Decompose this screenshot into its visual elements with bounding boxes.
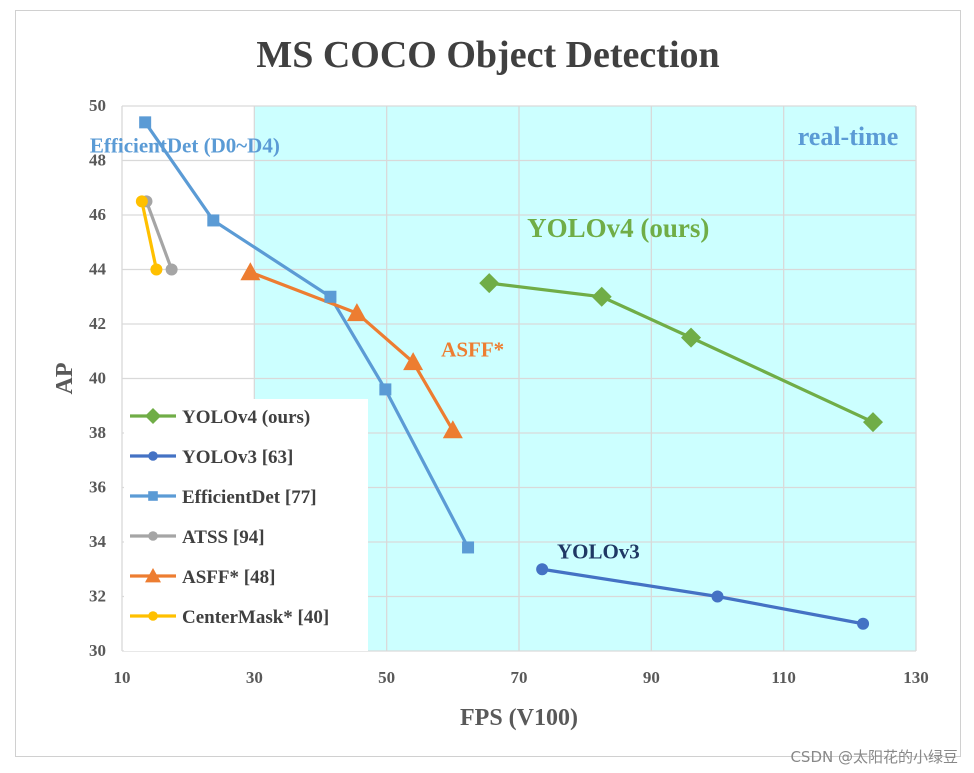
legend-label: ASFF* [48] [182, 567, 275, 588]
y-axis-label: AP [52, 363, 78, 395]
data-point [379, 383, 392, 396]
legend-marker [145, 568, 161, 583]
y-tick-label: 36 [89, 478, 106, 497]
legend-box [124, 399, 368, 651]
data-point [139, 116, 152, 129]
series-line [489, 281, 874, 424]
data-point [150, 263, 163, 276]
data-point [462, 541, 475, 554]
x-tick-label: 30 [246, 668, 263, 687]
chart-annotation: EfficientDet (D0~D4) [90, 133, 280, 157]
legend-marker [148, 451, 158, 461]
y-tick-label: 48 [89, 151, 106, 170]
chart-annotation: YOLOv3 [557, 539, 640, 563]
data-point [536, 563, 549, 576]
legend-label: ATSS [94] [182, 527, 265, 548]
y-tick-label: 32 [89, 587, 106, 606]
x-tick-label: 70 [511, 668, 528, 687]
x-tick-label: 130 [903, 668, 929, 687]
y-tick-label: 50 [89, 96, 106, 115]
legend-label: YOLOv4 (ours) [182, 407, 310, 428]
chart-title: MS COCO Object Detection [256, 34, 719, 76]
x-tick-label: 50 [378, 668, 395, 687]
series-line [144, 200, 174, 271]
chart-frame: MS COCO Object Detection 30 32 34 36 38 40 42 44… [15, 10, 961, 757]
y-tick-label: 34 [89, 532, 107, 551]
data-point [240, 262, 261, 281]
legend-marker [148, 491, 158, 501]
data-point [135, 195, 148, 208]
data-point [862, 412, 883, 433]
data-point [591, 286, 612, 307]
y-tick-label: 38 [89, 423, 106, 442]
data-point [711, 590, 724, 603]
chart-annotation: ASFF* [441, 338, 504, 362]
legend-marker [148, 531, 158, 541]
series-line [140, 201, 158, 270]
x-tick-label: 90 [643, 668, 660, 687]
data-point [324, 290, 337, 303]
y-tick-label: 30 [89, 641, 106, 660]
data-point [681, 327, 702, 348]
x-axis-label: FPS (V100) [460, 705, 578, 731]
legend-label: CenterMask* [40] [182, 607, 329, 628]
chart-annotation: YOLOv4 (ours) [527, 213, 709, 243]
watermark: CSDN @太阳花的小绿豆 [790, 748, 958, 766]
real-time-label: real-time [798, 122, 899, 151]
data-point [442, 420, 463, 439]
legend-marker [148, 611, 158, 621]
data-point [403, 352, 424, 371]
data-point [207, 214, 220, 227]
legend-label: YOLOv3 [63] [182, 447, 293, 468]
y-tick-label: 44 [89, 260, 107, 279]
data-point [857, 617, 870, 630]
legend-marker [145, 408, 161, 424]
data-point [346, 303, 367, 322]
data-point [165, 263, 178, 276]
x-tick-label: 110 [771, 668, 796, 687]
y-tick-label: 46 [89, 205, 106, 224]
legend-label: EfficientDet [77] [182, 487, 317, 508]
y-tick-label: 42 [89, 314, 106, 333]
data-point [479, 273, 500, 294]
y-tick-label: 40 [89, 369, 106, 388]
x-tick-label: 10 [114, 668, 131, 687]
series-line [249, 270, 455, 432]
chart-svg: MS COCO Object Detection 30 32 34 36 38 40 42 44… [52, 34, 929, 731]
